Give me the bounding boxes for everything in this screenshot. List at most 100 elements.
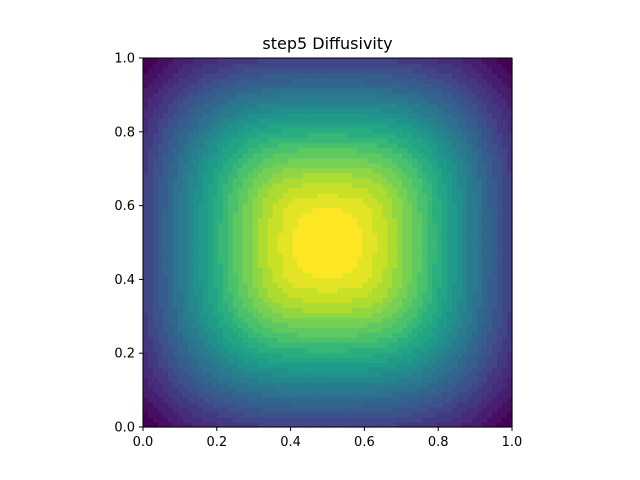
contour-cell bbox=[212, 197, 219, 204]
contour-cell bbox=[192, 412, 199, 418]
contour-cell bbox=[367, 307, 373, 313]
contour-cell bbox=[147, 262, 154, 269]
contour-cell bbox=[472, 87, 478, 94]
contour-cell bbox=[337, 337, 344, 343]
contour-cell bbox=[187, 172, 194, 179]
contour-cell bbox=[192, 367, 199, 373]
contour-cell bbox=[452, 137, 458, 144]
contour-cell bbox=[452, 187, 458, 194]
contour-cell bbox=[337, 302, 344, 308]
contour-cell bbox=[212, 192, 219, 199]
contour-cell bbox=[157, 257, 164, 264]
contour-cell bbox=[217, 207, 224, 214]
contour-cell bbox=[367, 287, 373, 293]
contour-cell bbox=[457, 272, 463, 279]
contour-cell bbox=[197, 287, 204, 293]
contour-cell bbox=[312, 282, 319, 288]
contour-cell bbox=[392, 92, 398, 99]
contour-cell bbox=[232, 237, 239, 244]
contour-cell bbox=[432, 172, 438, 179]
contour-cell bbox=[143, 82, 149, 89]
contour-cell bbox=[202, 137, 209, 144]
contour-cell bbox=[302, 347, 309, 353]
contour-cell bbox=[317, 312, 324, 318]
contour-cell bbox=[312, 417, 319, 423]
contour-cell bbox=[292, 322, 299, 328]
contour-cell bbox=[462, 92, 468, 99]
contour-cell bbox=[267, 282, 274, 288]
contour-cell bbox=[172, 162, 179, 169]
contour-cell bbox=[452, 372, 458, 378]
contour-cell bbox=[437, 172, 443, 179]
contour-cell bbox=[143, 87, 149, 94]
contour-cell bbox=[332, 187, 339, 194]
contour-cell bbox=[387, 157, 393, 164]
contour-cell bbox=[197, 237, 204, 244]
contour-cell bbox=[162, 132, 169, 139]
contour-cell bbox=[402, 177, 408, 184]
contour-cell bbox=[392, 392, 398, 398]
contour-cell bbox=[237, 342, 244, 348]
contour-cell bbox=[267, 242, 274, 249]
contour-field bbox=[143, 58, 513, 428]
contour-cell bbox=[347, 162, 354, 169]
contour-cell bbox=[167, 312, 174, 318]
contour-cell bbox=[372, 67, 378, 74]
contour-cell bbox=[197, 72, 204, 79]
contour-cell bbox=[322, 62, 329, 69]
contour-cell bbox=[143, 127, 149, 134]
contour-cell bbox=[192, 317, 199, 323]
contour-cell bbox=[402, 382, 408, 388]
contour-cell bbox=[222, 92, 229, 99]
contour-cell bbox=[287, 107, 294, 114]
contour-cell bbox=[192, 137, 199, 144]
contour-cell bbox=[337, 162, 344, 169]
contour-cell bbox=[462, 182, 468, 189]
contour-cell bbox=[177, 162, 184, 169]
contour-cell bbox=[197, 252, 204, 259]
contour-cell bbox=[302, 222, 309, 229]
contour-cell bbox=[417, 162, 423, 169]
contour-cell bbox=[347, 127, 354, 134]
contour-cell bbox=[287, 297, 294, 303]
contour-cell bbox=[192, 122, 199, 129]
contour-cell bbox=[232, 147, 239, 154]
contour-cell bbox=[143, 392, 149, 398]
contour-cell bbox=[292, 287, 299, 293]
contour-cell bbox=[452, 367, 458, 373]
contour-cell bbox=[282, 97, 289, 104]
contour-cell bbox=[472, 97, 478, 104]
contour-cell bbox=[202, 252, 209, 259]
contour-cell bbox=[332, 102, 339, 109]
contour-cell bbox=[362, 377, 368, 383]
contour-cell bbox=[347, 172, 354, 179]
contour-cell bbox=[262, 262, 269, 269]
contour-cell bbox=[352, 132, 359, 139]
contour-cell bbox=[462, 102, 468, 109]
contour-cell bbox=[227, 347, 234, 353]
contour-cell bbox=[172, 172, 179, 179]
contour-cell bbox=[397, 122, 403, 129]
contour-cell bbox=[387, 347, 393, 353]
contour-cell bbox=[352, 237, 359, 244]
contour-cell bbox=[252, 142, 259, 149]
contour-cell bbox=[402, 102, 408, 109]
contour-cell bbox=[177, 172, 184, 179]
contour-cell bbox=[402, 337, 408, 343]
contour-cell bbox=[152, 222, 159, 229]
contour-cell bbox=[307, 412, 314, 418]
contour-cell bbox=[432, 417, 438, 423]
contour-cell bbox=[332, 292, 339, 298]
contour-cell bbox=[272, 112, 279, 119]
contour-cell bbox=[252, 182, 259, 189]
contour-cell bbox=[277, 382, 284, 388]
contour-cell bbox=[477, 257, 483, 264]
contour-cell bbox=[187, 327, 194, 333]
contour-cell bbox=[462, 422, 468, 428]
contour-cell bbox=[412, 107, 418, 114]
contour-cell bbox=[317, 367, 324, 373]
contour-cell bbox=[427, 252, 433, 259]
contour-cell bbox=[332, 137, 339, 144]
contour-cell bbox=[467, 172, 473, 179]
